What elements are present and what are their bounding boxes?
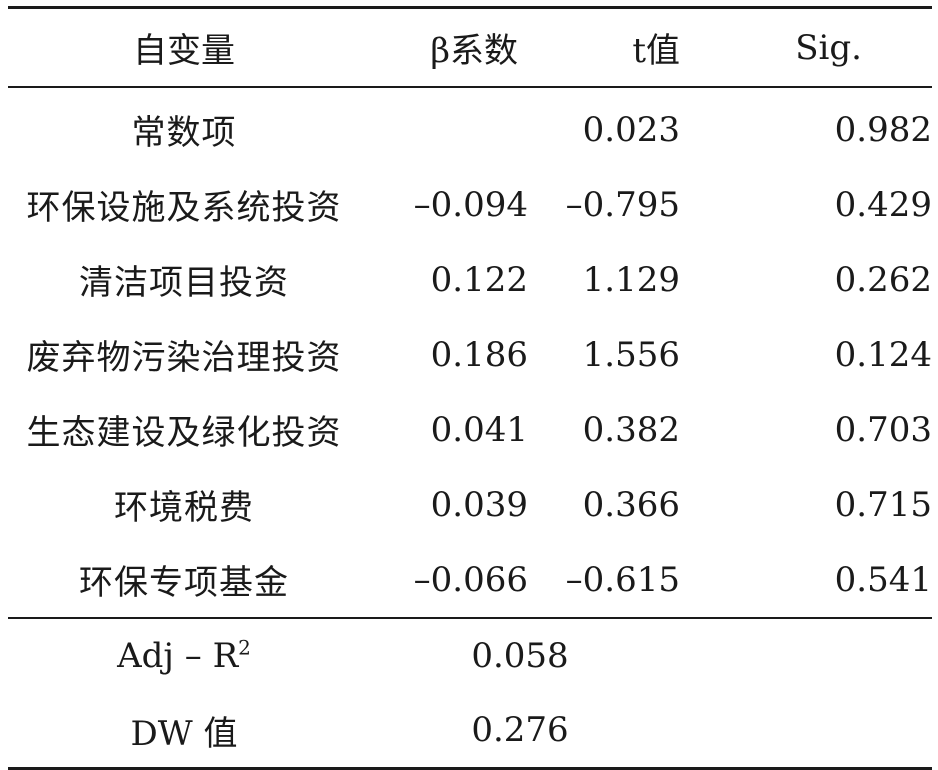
beta-value: –0.094	[413, 184, 528, 225]
t-value: –0.795	[565, 184, 680, 225]
summary-empty-cell	[680, 693, 932, 770]
variable-name: 环保设施及系统投资	[26, 188, 342, 228]
beta-value: 0.122	[430, 259, 528, 300]
table-summary: Adj – R2 0.058 DW 值 0.276	[8, 617, 932, 770]
summary-row-dw: DW 值 0.276	[8, 693, 932, 770]
beta-value: 0.186	[430, 334, 528, 375]
header-independent-variable: 自变量	[8, 6, 360, 88]
beta-value: –0.066	[413, 559, 528, 600]
table-row: 环境税费 0.039 0.366 0.715	[8, 467, 932, 542]
sig-value: 0.982	[834, 109, 932, 150]
header-row: 自变量 β系数 t值 Sig.	[8, 6, 932, 88]
sig-value: 0.262	[834, 259, 932, 300]
table-row: 废弃物污染治理投资 0.186 1.556 0.124	[8, 317, 933, 392]
variable-name: 环境税费	[114, 488, 254, 528]
summary-label-adj-r2: Adj – R2	[8, 617, 360, 693]
beta-value	[360, 87, 528, 167]
table-row: 生态建设及绿化投资 0.041 0.382 0.703	[8, 392, 933, 467]
table-row: 环保设施及系统投资 –0.094 –0.795 0.429	[8, 167, 933, 242]
sig-value: 0.124	[834, 334, 932, 375]
regression-table: 自变量 β系数 t值 Sig. 常数项 0.023 0.982 环保设施及系统投…	[8, 6, 932, 770]
adj-r-text: Adj – R	[117, 636, 239, 676]
summary-value-adj-r2: 0.058	[360, 617, 680, 693]
summary-row-adj-r2: Adj – R2 0.058	[8, 617, 932, 693]
table-header: 自变量 β系数 t值 Sig.	[8, 6, 932, 88]
sig-value: 0.703	[834, 409, 932, 450]
variable-name: 清洁项目投资	[79, 263, 289, 303]
regression-table-container: 自变量 β系数 t值 Sig. 常数项 0.023 0.982 环保设施及系统投…	[8, 6, 932, 770]
variable-name: 环保专项基金	[79, 563, 289, 603]
summary-value-dw: 0.276	[360, 693, 680, 770]
t-value: 0.023	[582, 109, 680, 150]
header-t-value: t值	[528, 6, 680, 88]
variable-name: 废弃物污染治理投资	[26, 338, 342, 378]
superscript-2: 2	[238, 635, 251, 660]
header-significance: Sig.	[680, 6, 932, 88]
header-beta-coefficient: β系数	[360, 6, 528, 88]
sig-value: 0.541	[834, 559, 932, 600]
beta-value: 0.041	[430, 409, 528, 450]
sig-value: 0.429	[834, 184, 932, 225]
table-body: 常数项 0.023 0.982 环保设施及系统投资 –0.094 –0.795 …	[8, 87, 933, 618]
t-value: 1.556	[582, 334, 680, 375]
t-value: 1.129	[582, 259, 680, 300]
variable-name: 生态建设及绿化投资	[26, 413, 342, 453]
summary-empty-cell	[680, 617, 932, 693]
t-value: –0.615	[565, 559, 680, 600]
table-row: 环保专项基金 –0.066 –0.615 0.541	[8, 542, 932, 618]
t-value: 0.366	[582, 484, 680, 525]
t-value: 0.382	[582, 409, 680, 450]
summary-label-dw: DW 值	[8, 693, 360, 770]
beta-value: 0.039	[430, 484, 528, 525]
sig-value: 0.715	[834, 484, 932, 525]
variable-name: 常数项	[131, 113, 237, 153]
table-row: 清洁项目投资 0.122 1.129 0.262	[8, 242, 932, 317]
table-row: 常数项 0.023 0.982	[8, 87, 933, 167]
